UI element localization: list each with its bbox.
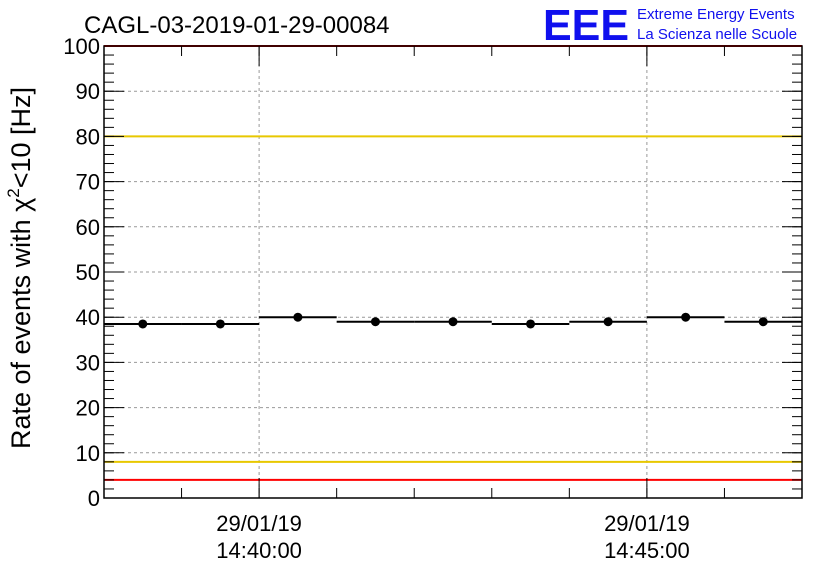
data-series [104, 312, 802, 329]
logo-mark: EEE [543, 1, 629, 50]
data-point [603, 317, 613, 327]
x-tick-date-label: 29/01/19 [216, 511, 302, 536]
data-point [681, 312, 691, 322]
y-axis-label-main: Rate of events with χ [6, 198, 36, 449]
y-tick-label: 70 [76, 170, 100, 195]
y-axis-label-sup: 2 [4, 188, 23, 197]
axes [103, 45, 803, 499]
data-point [293, 312, 303, 322]
y-tick-label: 50 [76, 260, 100, 285]
y-tick-label: 0 [88, 486, 100, 511]
reference-lines [104, 45, 802, 481]
data-point [215, 319, 225, 329]
data-point [448, 317, 458, 327]
grid [104, 46, 802, 498]
logo-line1: Extreme Energy Events [637, 6, 795, 23]
data-point [526, 319, 536, 329]
y-tick-label: 80 [76, 124, 100, 149]
y-tick-label: 10 [76, 441, 100, 466]
y-tick-labels: 0 10 20 30 40 50 60 70 80 90 100 [63, 34, 100, 511]
data-point [138, 319, 148, 329]
eee-logo: EEE Extreme Energy Events La Scienza nel… [543, 1, 797, 50]
logo-line2: La Scienza nelle Scuole [637, 26, 797, 43]
chart-title: CAGL-03-2019-01-29-00084 [84, 12, 390, 39]
y-tick-label: 40 [76, 305, 100, 330]
y-tick-label: 30 [76, 350, 100, 375]
y-tick-label: 20 [76, 396, 100, 421]
y-axis-label: Rate of events with χ2<10 [Hz] [4, 87, 36, 449]
y-axis-label-tail: <10 [Hz] [6, 87, 36, 188]
y-tick-label: 90 [76, 79, 100, 104]
data-point [758, 317, 768, 327]
x-tick-time-label: 14:45:00 [604, 538, 690, 563]
x-tick-time-label: 14:40:00 [216, 538, 302, 563]
y-tick-label: 100 [63, 34, 100, 59]
x-tick-date-label: 29/01/19 [604, 511, 690, 536]
y-tick-label: 60 [76, 215, 100, 240]
plot-frame [103, 45, 803, 499]
data-point [370, 317, 380, 327]
